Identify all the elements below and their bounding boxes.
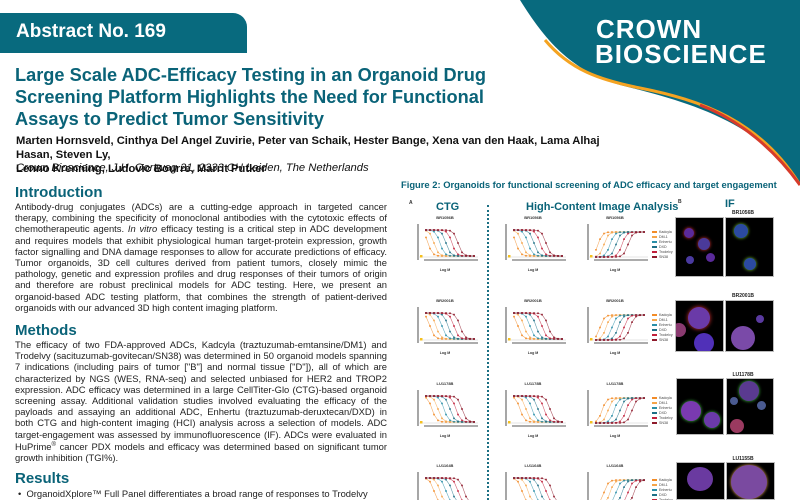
methods-text: The efficacy of two FDA-approved ADCs, K…: [15, 339, 387, 464]
if-image: [675, 300, 724, 352]
panel-b-label: B: [678, 199, 682, 205]
legend-item: DM-1: [652, 401, 673, 406]
hci-heading: High-Content Image Analysis: [526, 201, 679, 213]
dose-response-plot: LU1164BLog M: [498, 463, 568, 500]
plot-title: BR1056B: [606, 215, 624, 220]
if-model-label: LU1155B: [732, 456, 754, 462]
legend-item: Enhertu: [652, 488, 673, 493]
dose-response-plot: LU1178B Log M: [498, 381, 568, 443]
title-line: Screening Platform Highlights the Need f…: [15, 87, 484, 107]
legend-item: Enhertu: [652, 406, 673, 411]
x-axis-label: Log M: [439, 351, 451, 355]
legend-item: Trodelvy: [652, 416, 673, 421]
ctg-heading: CTG: [436, 201, 460, 213]
dose-response-plot: BR2001B Log M: [410, 298, 480, 360]
legend-item: Enhertu: [652, 323, 673, 328]
legend-item: DXD: [652, 411, 673, 416]
legend-item: DXD: [652, 328, 673, 333]
legend-item: DM-1: [652, 318, 673, 323]
plot-title: LU1164B: [524, 463, 542, 468]
methods-heading: Methods: [15, 322, 77, 339]
legend-item: DXD: [652, 245, 673, 250]
legend-item: SN38: [652, 421, 673, 426]
legend-item: Trodelvy: [652, 250, 673, 255]
plot-title: BR2001B: [436, 298, 454, 303]
introduction-heading: Introduction: [15, 184, 103, 201]
plot-title: BR1056B: [524, 215, 542, 220]
plot-title: LU1178B: [524, 381, 542, 386]
x-axis-label: Log M: [609, 351, 621, 355]
if-image: [725, 300, 774, 352]
title-line: Assays to Predict Tumor Sensitivity: [15, 109, 324, 129]
if-model-label: BR2001B: [732, 293, 754, 299]
dose-response-plot: BR1056B Log M: [410, 215, 480, 277]
dose-response-plot: LU1164BLog M: [580, 463, 650, 500]
plot-title: LU1164B: [606, 463, 624, 468]
dose-response-plot: LU1178B Log M: [410, 381, 480, 443]
legend-item: DM-1: [652, 235, 673, 240]
logo-line-1: CROWN: [596, 14, 703, 44]
paper-title: Large Scale ADC-Efficacy Testing in an O…: [15, 64, 535, 130]
x-axis-label: Log M: [527, 268, 539, 272]
plot-title: LU1164B: [436, 463, 454, 468]
dose-response-plot: LU1178B Log M: [580, 381, 650, 443]
results-heading: Results: [15, 470, 70, 487]
x-axis-label: Log M: [609, 434, 621, 438]
if-image: [675, 217, 724, 277]
figure-divider: [487, 205, 489, 500]
panel-a-label: A: [409, 200, 413, 206]
plot-title: BR2001B: [524, 298, 542, 303]
if-image: [726, 378, 774, 435]
x-axis-label: Log M: [439, 268, 451, 272]
plot-title: LU1178B: [436, 381, 454, 386]
legend-item: DM-1: [652, 483, 673, 488]
legend-item: Enhertu: [652, 240, 673, 245]
authors-line: Lenno Krenning, Ludovic Bourre, Marrit P…: [16, 163, 266, 175]
legend-item: Kadcyla: [652, 396, 673, 401]
if-model-label: LU1178B: [732, 372, 754, 378]
legend-item: Kadcyla: [652, 313, 673, 318]
if-model-label: BR1056B: [732, 210, 754, 216]
dose-response-plot: BR2001B Log M: [498, 298, 568, 360]
dose-response-plot: BR1056B Log M: [498, 215, 568, 277]
legend-item: DXD: [652, 493, 673, 498]
if-image: [676, 462, 725, 500]
x-axis-label: Log M: [609, 268, 621, 272]
legend-item: Trodelvy: [652, 498, 673, 500]
introduction-text: Antibody-drug conjugates (ADCs) are a cu…: [15, 201, 388, 313]
plot-title: LU1178B: [606, 381, 624, 386]
author-list: Marten Hornsveld, Cinthya Del Angel Zuvi…: [16, 134, 616, 176]
legend-item: SN38: [652, 338, 673, 343]
dose-response-plot: BR1056B Log M: [580, 215, 650, 277]
x-axis-label: Log M: [527, 434, 539, 438]
plot-title: BR1056B: [436, 215, 454, 220]
authors-line: Marten Hornsveld, Cinthya Del Angel Zuvi…: [16, 135, 600, 161]
dose-response-plot: LU1164BLog M: [410, 463, 480, 500]
abstract-number-tab: Abstract No. 169: [0, 13, 247, 53]
legend-item: SN38: [652, 255, 673, 260]
logo-line-2: BIOSCIENCE: [595, 39, 767, 69]
results-bullet: • OrganoidXplore™ Full Panel differentia…: [18, 488, 368, 499]
if-image: [726, 462, 775, 500]
crown-bioscience-logo: CROWN BIOSCIENCE: [595, 14, 767, 69]
x-axis-label: Log M: [439, 434, 451, 438]
x-axis-label: Log M: [527, 351, 539, 355]
if-image: [676, 378, 724, 435]
legend-item: Kadcyla: [652, 478, 673, 483]
figure-title: Figure 2: Organoids for functional scree…: [401, 179, 777, 190]
affiliation: Crown Bioscience, J.H. Oortweg 21, 2333 …: [16, 162, 369, 174]
if-heading: IF: [725, 198, 735, 210]
legend-item: Kadcyla: [652, 230, 673, 235]
if-image: [725, 217, 774, 277]
plot-title: BR2001B: [606, 298, 624, 303]
title-line: Large Scale ADC-Efficacy Testing in an O…: [15, 65, 486, 85]
dose-response-plot: BR2001B Log M: [580, 298, 650, 360]
legend-item: Trodelvy: [652, 333, 673, 338]
